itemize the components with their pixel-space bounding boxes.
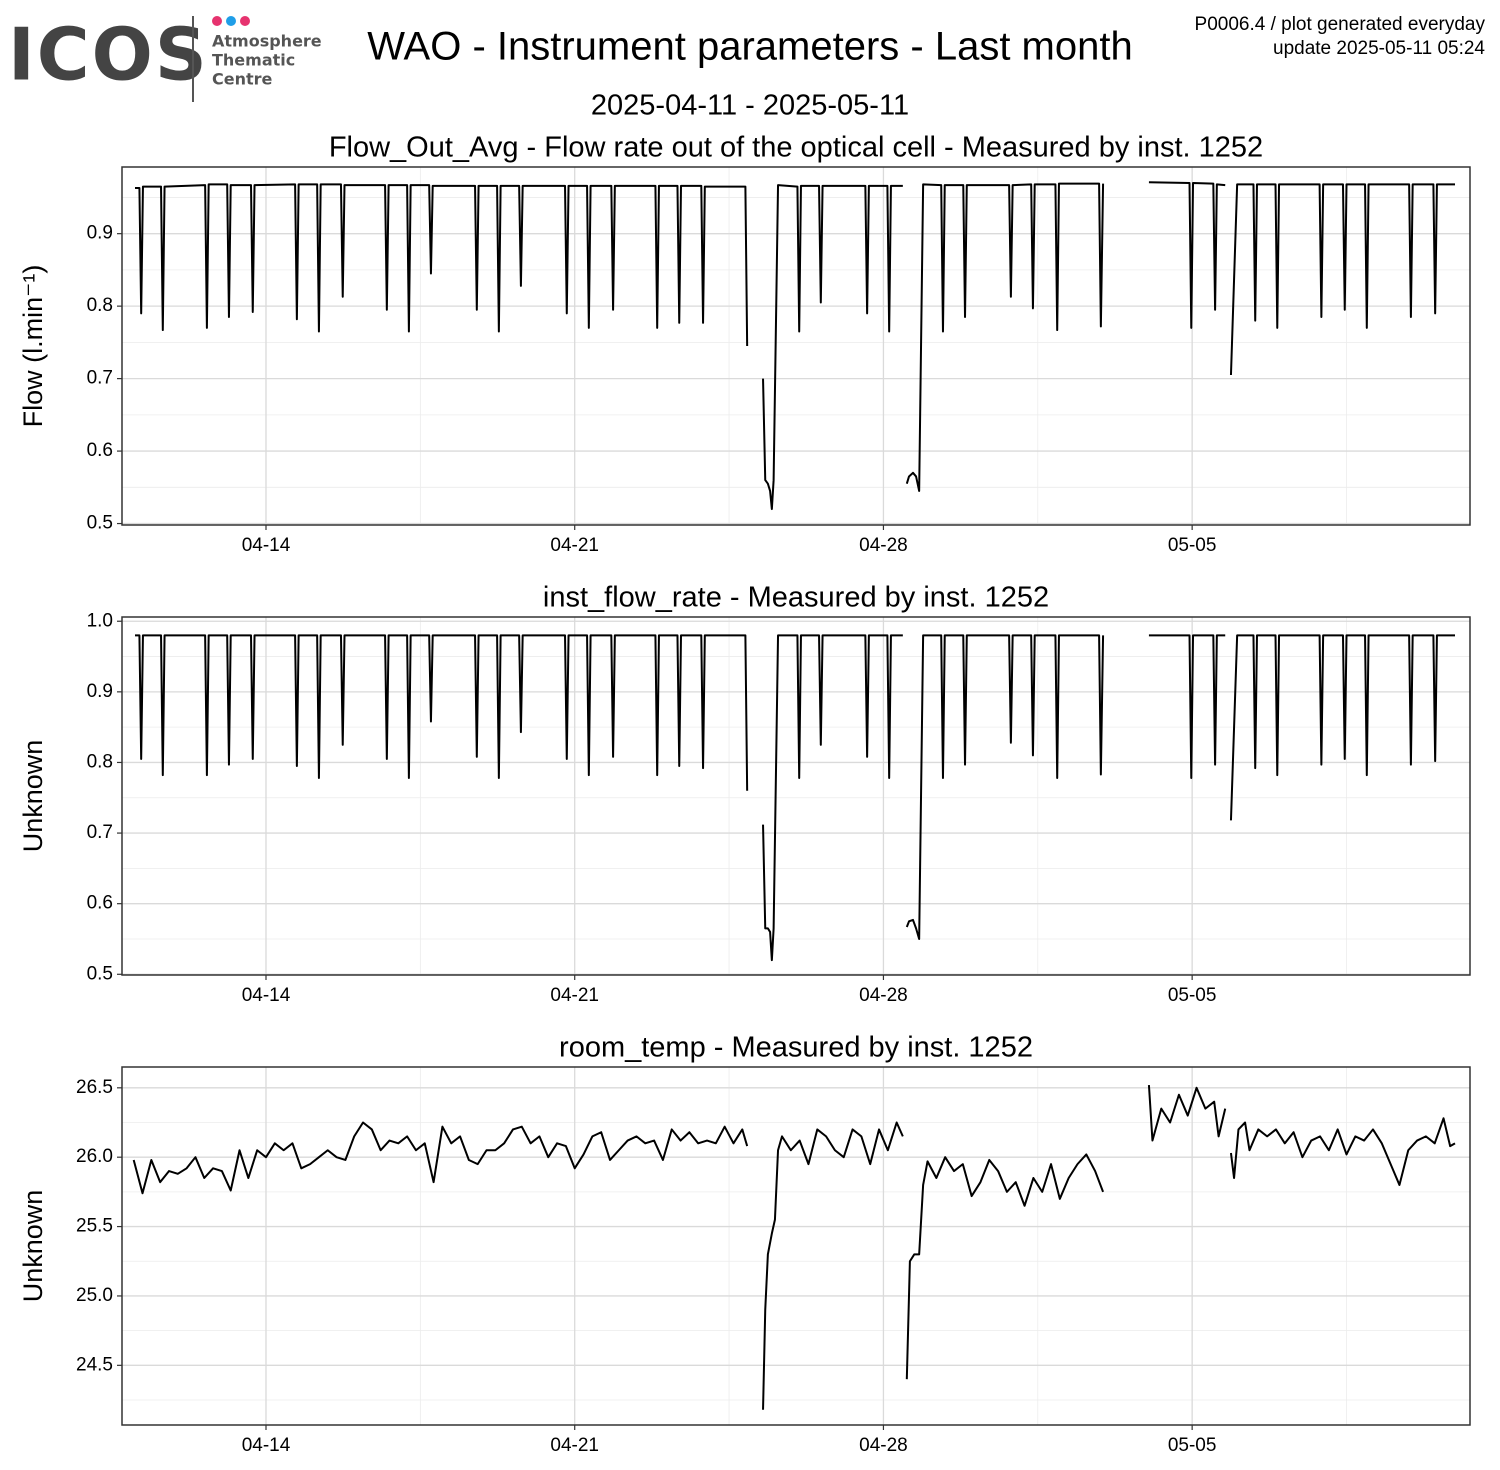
meta-line: P0006.4 / plot generated everyday <box>1195 14 1486 35</box>
x-tick-label: 04-21 <box>550 1435 599 1456</box>
panel-title: room_temp - Measured by inst. 1252 <box>559 1032 1033 1064</box>
data-line <box>135 634 1456 962</box>
y-tick-label: 26.5 <box>76 1077 113 1098</box>
y-tick-label: 26.0 <box>76 1146 113 1167</box>
y-tick-label: 0.5 <box>87 963 113 984</box>
panel-title: inst_flow_rate - Measured by inst. 1252 <box>543 582 1049 614</box>
meta-line: update 2025-05-11 05:24 <box>1273 38 1485 59</box>
page-subtitle: 2025-04-11 - 2025-05-11 <box>591 90 909 122</box>
y-tick-label: 24.5 <box>76 1354 113 1375</box>
x-tick-label: 04-21 <box>550 535 599 556</box>
panel-border <box>121 616 1471 976</box>
y-tick-label: 1.0 <box>87 610 113 631</box>
x-tick-label: 05-05 <box>1168 985 1217 1006</box>
y-tick-label: 0.9 <box>87 681 113 702</box>
x-tick-label: 04-14 <box>242 985 291 1006</box>
y-tick-label: 0.5 <box>87 513 113 534</box>
y-axis-label: Flow (l.min⁻¹) <box>18 265 48 428</box>
y-tick-label: 0.9 <box>87 223 113 244</box>
x-tick-label: 04-28 <box>859 1435 908 1456</box>
logo-dot <box>240 16 250 26</box>
logo-dot <box>226 16 236 26</box>
y-tick-label: 0.8 <box>87 295 113 316</box>
x-tick-label: 04-21 <box>550 985 599 1006</box>
y-tick-label: 0.8 <box>87 751 113 772</box>
y-axis-label: Unknown <box>18 740 48 853</box>
panel-border <box>121 166 1471 526</box>
logo: ICOS <box>8 13 209 97</box>
logo-line: Atmosphere <box>212 32 322 51</box>
data-line <box>135 181 1456 511</box>
y-tick-label: 25.0 <box>76 1285 113 1306</box>
logo-line: Centre <box>212 70 273 89</box>
x-tick-label: 04-14 <box>242 535 291 556</box>
logo-line: Thematic <box>212 51 295 70</box>
y-tick-label: 0.7 <box>87 368 113 389</box>
x-tick-label: 04-14 <box>242 1435 291 1456</box>
y-tick-label: 25.5 <box>76 1216 113 1237</box>
y-tick-label: 0.7 <box>87 822 113 843</box>
panel-border <box>121 1066 1471 1426</box>
page-title: WAO - Instrument parameters - Last month <box>367 25 1132 69</box>
y-tick-label: 0.6 <box>87 440 113 461</box>
panel-title: Flow_Out_Avg - Flow rate out of the opti… <box>329 132 1263 164</box>
x-tick-label: 04-28 <box>859 535 908 556</box>
y-tick-label: 0.6 <box>87 893 113 914</box>
data-line <box>132 1084 1456 1410</box>
x-tick-label: 04-28 <box>859 985 908 1006</box>
x-tick-label: 05-05 <box>1168 535 1217 556</box>
x-tick-label: 05-05 <box>1168 1435 1217 1456</box>
y-axis-label: Unknown <box>18 1190 48 1303</box>
logo-dot <box>212 16 222 26</box>
